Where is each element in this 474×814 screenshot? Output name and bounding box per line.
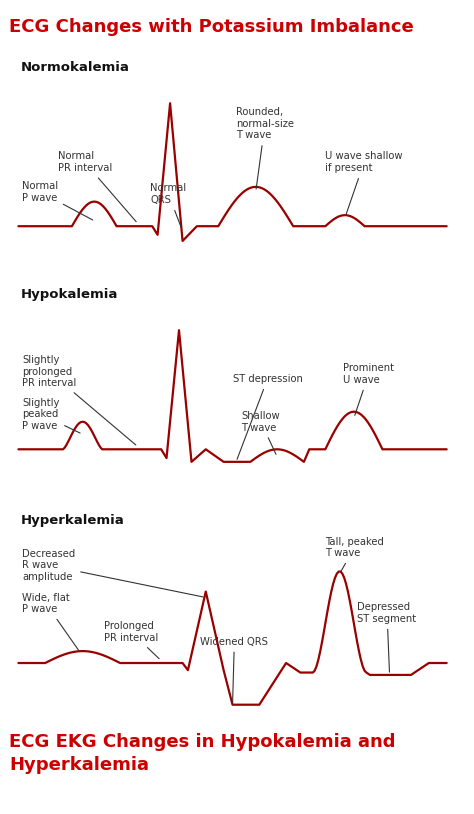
Text: Shallow
T wave: Shallow T wave — [241, 411, 280, 454]
Text: Widened QRS: Widened QRS — [201, 637, 268, 702]
Text: Rounded,
normal-size
T wave: Rounded, normal-size T wave — [236, 107, 294, 189]
Text: Normal
PR interval: Normal PR interval — [58, 151, 136, 221]
Text: Hypokalemia: Hypokalemia — [21, 287, 118, 300]
Text: Wide, flat
P wave: Wide, flat P wave — [22, 593, 79, 651]
Text: ECG Changes with Potassium Imbalance: ECG Changes with Potassium Imbalance — [9, 18, 414, 36]
Text: Prolonged
PR interval: Prolonged PR interval — [104, 621, 159, 659]
Text: U wave shallow
if present: U wave shallow if present — [325, 151, 403, 215]
Text: Depressed
ST segment: Depressed ST segment — [357, 602, 417, 672]
Text: Decreased
R wave
amplitude: Decreased R wave amplitude — [22, 549, 203, 597]
Text: Hyperkalemia: Hyperkalemia — [21, 514, 125, 527]
Text: Tall, peaked
T wave: Tall, peaked T wave — [325, 536, 384, 571]
Text: Slightly
peaked
P wave: Slightly peaked P wave — [22, 397, 80, 433]
Text: Normal
QRS: Normal QRS — [150, 183, 187, 229]
Text: Slightly
prolonged
PR interval: Slightly prolonged PR interval — [22, 355, 136, 445]
Text: Normokalemia: Normokalemia — [21, 61, 130, 74]
Text: ST depression: ST depression — [233, 374, 302, 459]
Text: Prominent
U wave: Prominent U wave — [343, 363, 394, 415]
Text: ECG EKG Changes in Hypokalemia and
Hyperkalemia: ECG EKG Changes in Hypokalemia and Hyper… — [9, 733, 396, 774]
Text: Normal
P wave: Normal P wave — [22, 181, 93, 220]
